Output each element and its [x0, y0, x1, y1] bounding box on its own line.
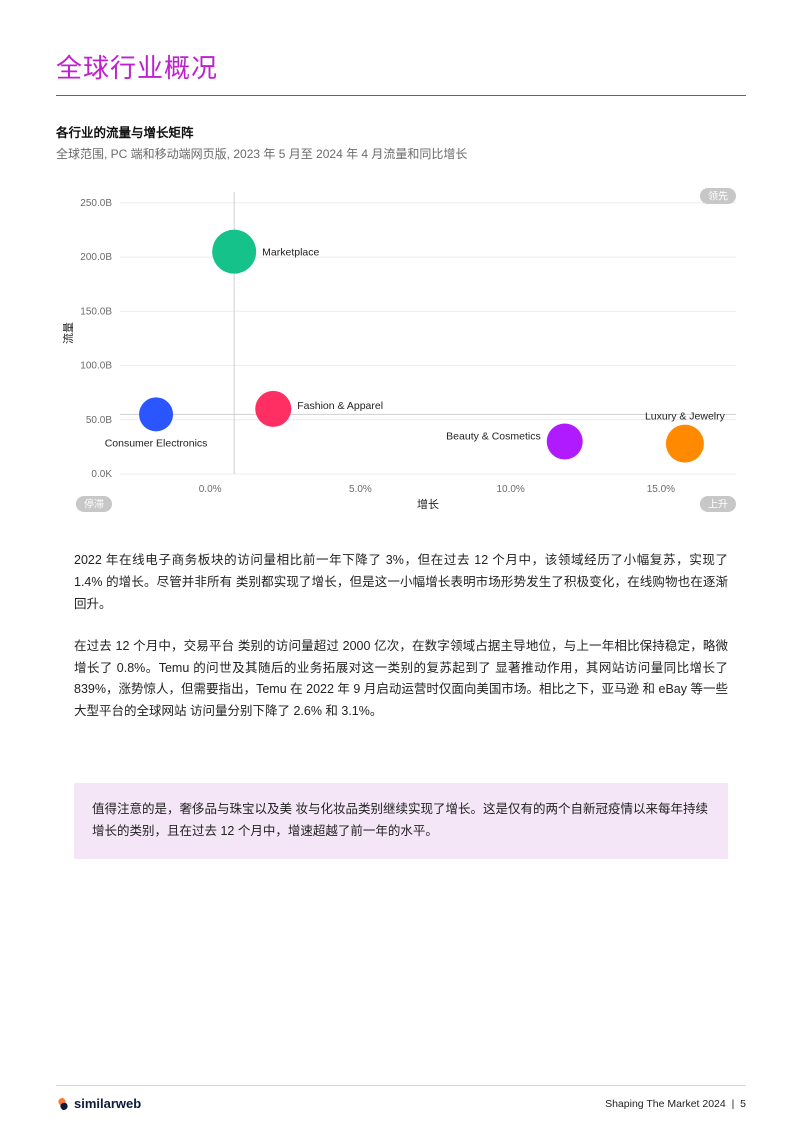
svg-text:250.0B: 250.0B — [80, 198, 112, 209]
svg-text:15.0%: 15.0% — [647, 484, 675, 495]
svg-text:增长: 增长 — [417, 497, 439, 511]
svg-text:停滞: 停滞 — [84, 498, 104, 511]
svg-text:0.0%: 0.0% — [199, 484, 222, 495]
bubble-chart: 0.0K 50.0B 100.0B 150.0B 200.0B 250.0B 0.0% 5.0… — [56, 180, 746, 520]
footer-pagination: Shaping The Market 2024 | 5 — [605, 1098, 746, 1110]
svg-text:Luxury & Jewelry: Luxury & Jewelry — [645, 411, 726, 423]
svg-text:0.0K: 0.0K — [91, 469, 112, 480]
svg-text:Marketplace: Marketplace — [262, 247, 319, 259]
page-footer: similarweb Shaping The Market 2024 | 5 — [56, 1085, 746, 1111]
title-underline — [56, 95, 746, 96]
page-title: 全球行业概况 — [56, 48, 746, 85]
svg-text:流量: 流量 — [61, 322, 75, 344]
svg-text:上升: 上升 — [708, 499, 728, 511]
footer-separator: | — [732, 1098, 735, 1110]
chart-header: 各行业的流量与增长矩阵 全球范围, PC 端和移动端网页版, 2023 年 5 … — [56, 122, 746, 162]
svg-text:Beauty & Cosmetics: Beauty & Cosmetics — [446, 430, 541, 442]
svg-text:5.0%: 5.0% — [349, 484, 372, 495]
svg-text:200.0B: 200.0B — [80, 252, 112, 263]
brand-name: similarweb — [74, 1096, 141, 1111]
body-paragraph-1: 2022 年在线电子商务板块的访问量相比前一年下降了 3%，但在过去 12 个月… — [74, 550, 728, 616]
chart-title: 各行业的流量与增长矩阵 — [56, 122, 746, 141]
svg-text:50.0B: 50.0B — [86, 415, 112, 426]
bubble-chart-svg: 0.0K 50.0B 100.0B 150.0B 200.0B 250.0B 0.0% 5.0… — [56, 180, 746, 520]
footer-page-number: 5 — [740, 1098, 746, 1110]
svg-text:Consumer Electronics: Consumer Electronics — [105, 437, 208, 449]
svg-text:领先: 领先 — [708, 190, 728, 203]
svg-text:100.0B: 100.0B — [80, 361, 112, 372]
svg-text:10.0%: 10.0% — [496, 484, 524, 495]
footer-doc-title: Shaping The Market 2024 — [605, 1098, 726, 1110]
brand-logo: similarweb — [56, 1096, 141, 1111]
callout-box: 值得注意的是，奢侈品与珠宝以及美 妆与化妆品类别继续实现了增长。这是仅有的两个自… — [74, 783, 728, 859]
chart-subtitle: 全球范围, PC 端和移动端网页版, 2023 年 5 月至 2024 年 4 … — [56, 145, 746, 162]
svg-text:150.0B: 150.0B — [80, 306, 112, 317]
similarweb-logo-icon — [56, 1097, 70, 1111]
svg-text:Fashion & Apparel: Fashion & Apparel — [297, 400, 383, 412]
body-paragraph-2: 在过去 12 个月中，交易平台 类别的访问量超过 2000 亿次，在数字领域占据… — [74, 636, 728, 724]
